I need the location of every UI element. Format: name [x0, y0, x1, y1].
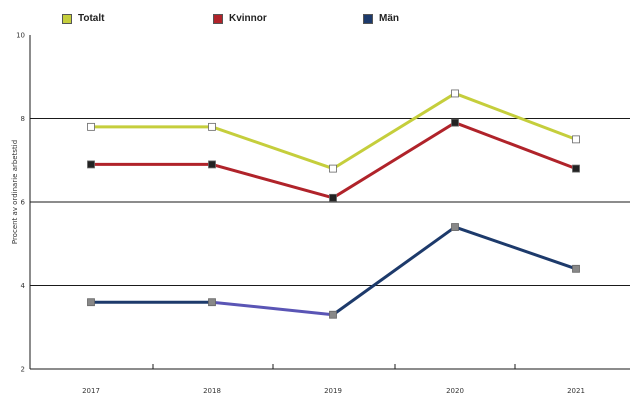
data-point-kvinnor-2020	[451, 118, 459, 127]
data-point-totalt-2021	[572, 135, 580, 144]
axes	[29, 35, 630, 370]
series-segment-mn-3	[453, 225, 578, 271]
legend-item-totalt: Totalt	[62, 13, 104, 24]
legend-label-totalt: Totalt	[78, 13, 105, 24]
x-tick-label-2020: 2020	[446, 387, 464, 394]
tick-labels: 2 4 6 8 10 2017 2018 2019 2020 2021 Procent av ord…	[11, 32, 585, 394]
legend-swatch-man	[363, 13, 373, 24]
y-tick-label-10: 10	[16, 32, 25, 40]
data-point-mn-2017	[87, 298, 95, 307]
grid-lines	[30, 118, 630, 286]
data-point-kvinnor-2019	[329, 193, 337, 202]
series-lines	[89, 91, 578, 317]
series-segment-totalt-2	[331, 91, 457, 171]
data-point-mn-2018	[208, 298, 216, 307]
series-segment-totalt-3	[453, 91, 578, 141]
legend-item-man: Män	[363, 13, 399, 24]
x-tick-label-2018: 2018	[203, 387, 221, 394]
y-tick-label-8: 8	[21, 115, 25, 123]
data-point-totalt-2019	[329, 164, 337, 173]
y-tick-label-2: 2	[21, 366, 25, 374]
data-point-totalt-2017	[87, 122, 95, 131]
series-segment-kvinnor-2	[331, 121, 457, 200]
data-point-mn-2019	[329, 310, 337, 319]
x-tick-label-2017: 2017	[82, 387, 100, 394]
legend-swatch-totalt	[62, 13, 72, 24]
x-tick-label-2021: 2021	[567, 387, 585, 394]
legend-label-kvinnor: Kvinnor	[229, 13, 267, 24]
data-point-kvinnor-2018	[208, 160, 216, 169]
data-point-mn-2020	[451, 223, 459, 231]
data-markers	[87, 89, 580, 319]
data-point-totalt-2020	[451, 89, 459, 98]
data-point-kvinnor-2017	[87, 160, 95, 169]
x-tick-label-2019: 2019	[324, 387, 342, 394]
legend-label-man: Män	[379, 13, 399, 24]
data-point-kvinnor-2021	[572, 164, 580, 173]
data-point-mn-2021	[572, 264, 580, 273]
legend-item-kvinnor: Kvinnor	[213, 13, 267, 24]
y-axis-title: Procent av ordinarie arbetstid	[11, 140, 19, 244]
data-point-totalt-2018	[208, 122, 216, 131]
series-segment-mn-1	[210, 300, 335, 317]
legend: Totalt Kvinnor Män	[0, 13, 633, 29]
series-segment-kvinnor-3	[453, 121, 578, 171]
series-segment-kvinnor-1	[210, 162, 335, 200]
series-segment-totalt-1	[210, 125, 335, 171]
y-tick-label-4: 4	[21, 282, 26, 290]
y-tick-label-6: 6	[21, 199, 26, 207]
legend-swatch-kvinnor	[213, 13, 223, 24]
series-segment-mn-2	[331, 225, 457, 317]
